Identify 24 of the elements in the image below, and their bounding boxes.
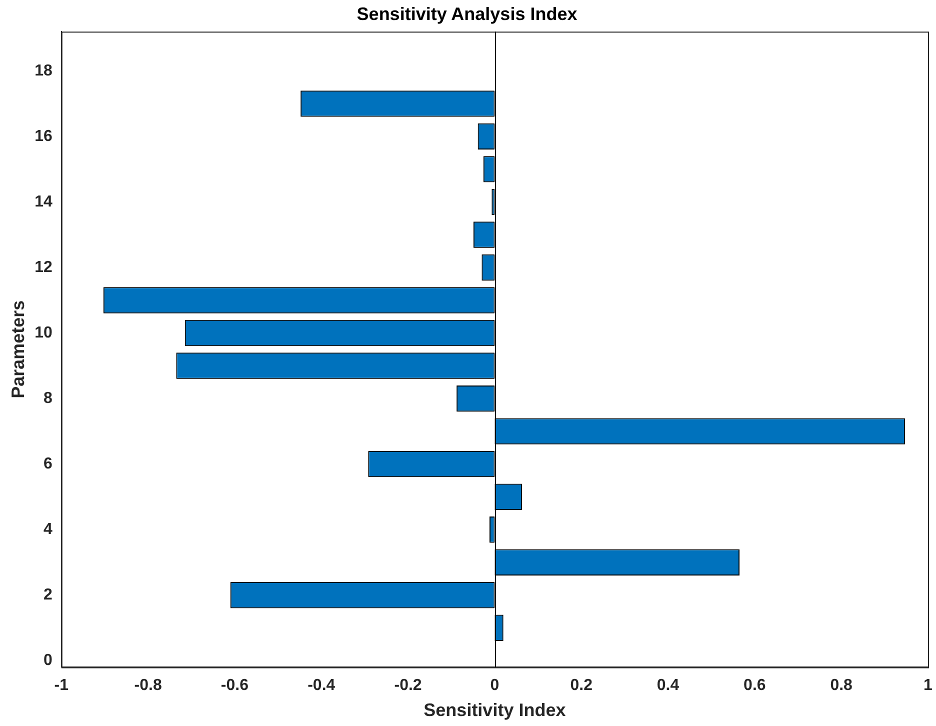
x-tick-label: 0.6: [744, 677, 766, 694]
y-tick-label: 0: [43, 652, 52, 670]
x-tick-label: -0.2: [394, 677, 422, 694]
x-tick-label: -0.8: [134, 677, 162, 694]
x-tick-label: 0.2: [570, 677, 593, 694]
x-tick-label: 0: [490, 677, 500, 694]
y-tick-label: 12: [34, 258, 52, 276]
y-tick-label: 14: [34, 193, 52, 210]
x-tick-label: 0.4: [656, 677, 680, 694]
y-tick-label: 18: [34, 62, 52, 80]
x-tick-label: -0.6: [220, 677, 249, 694]
y-tick-label: 16: [34, 128, 52, 145]
y-tick-label: 2: [43, 586, 52, 604]
x-tick-label: -0.4: [308, 677, 336, 694]
y-axis-title: Parameters: [8, 300, 28, 398]
y-tick-label: 10: [34, 324, 52, 342]
y-tick-label: 6: [43, 455, 52, 472]
x-tick-label: 0.8: [830, 677, 853, 694]
x-axis-title: Sensitivity Index: [424, 700, 566, 720]
y-tick-label: 4: [43, 521, 52, 538]
x-tick-label: 1: [924, 677, 933, 694]
x-tick-label: -1: [54, 677, 69, 694]
y-tick-label: 8: [43, 390, 52, 407]
chart-title: Sensitivity Analysis Index: [356, 4, 578, 24]
